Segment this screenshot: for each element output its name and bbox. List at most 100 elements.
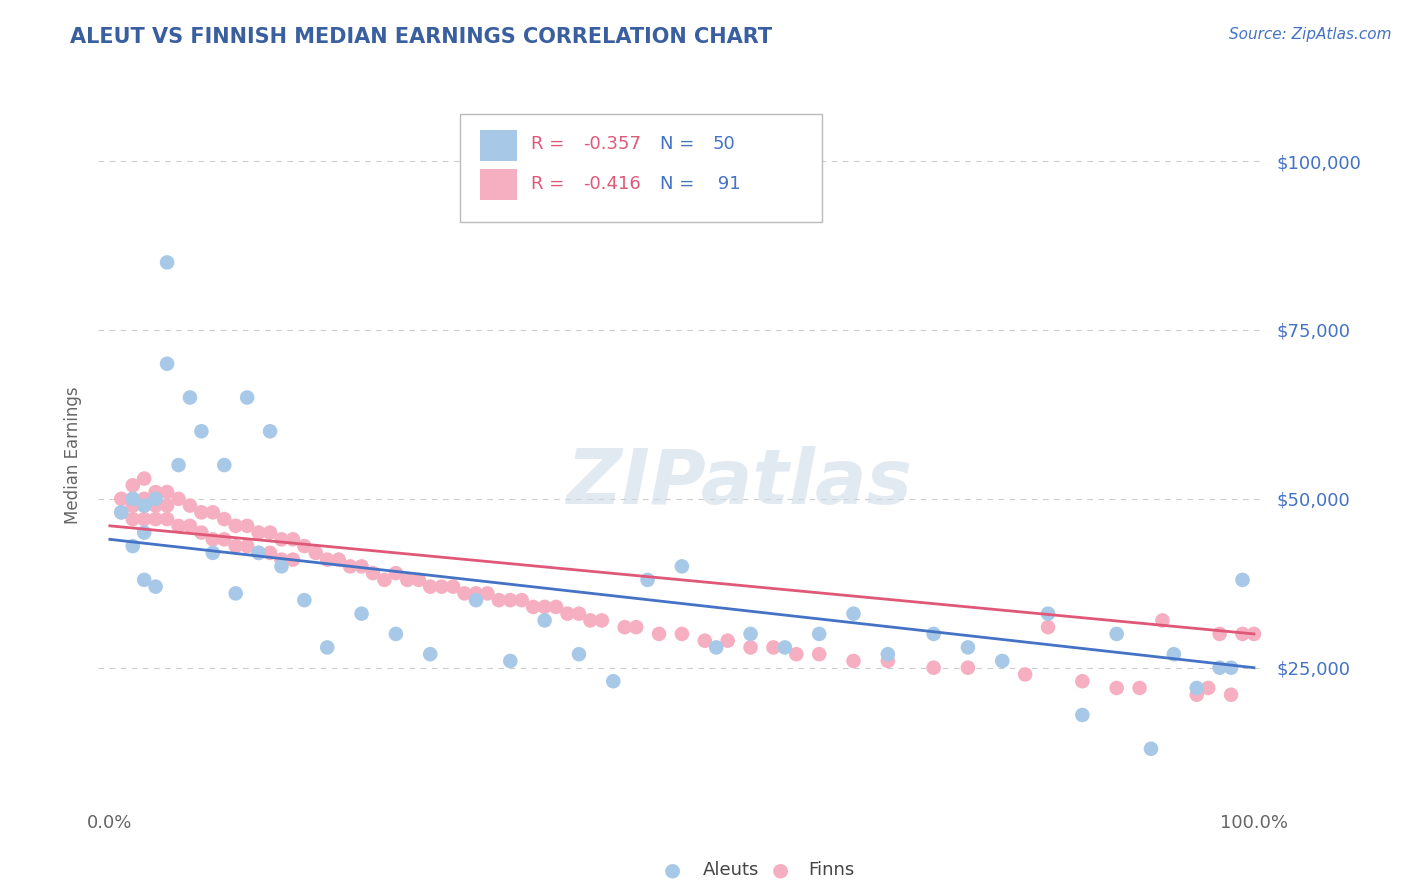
Point xyxy=(1152,614,1174,628)
Point xyxy=(922,627,945,641)
Point xyxy=(876,654,898,668)
Point xyxy=(167,519,190,533)
Point xyxy=(544,599,567,614)
Point xyxy=(214,458,236,472)
Point xyxy=(613,620,636,634)
Point xyxy=(121,539,143,553)
Point xyxy=(419,580,441,594)
Text: 91: 91 xyxy=(713,175,741,193)
Point xyxy=(236,519,259,533)
Point xyxy=(110,505,132,519)
Point xyxy=(247,546,270,560)
Point xyxy=(1140,741,1163,756)
Point xyxy=(156,485,179,500)
Point xyxy=(361,566,384,581)
Point xyxy=(121,478,143,492)
Point xyxy=(225,586,247,600)
Point xyxy=(190,505,212,519)
Point xyxy=(121,499,143,513)
Point xyxy=(259,424,281,438)
Point xyxy=(956,640,979,655)
Point xyxy=(167,458,190,472)
Point xyxy=(1105,681,1128,695)
Point xyxy=(717,633,740,648)
Point xyxy=(1071,674,1094,689)
Point xyxy=(145,580,167,594)
Point xyxy=(533,614,555,628)
Point xyxy=(110,491,132,506)
Point xyxy=(134,573,156,587)
Point xyxy=(785,647,807,661)
Point xyxy=(568,647,591,661)
Text: Aleuts: Aleuts xyxy=(703,861,759,879)
Point xyxy=(225,539,247,553)
Point xyxy=(602,674,624,689)
Text: Finns: Finns xyxy=(808,861,855,879)
Point xyxy=(419,647,441,661)
Point xyxy=(1220,661,1243,675)
Point xyxy=(1185,681,1208,695)
Point xyxy=(270,533,292,547)
Point xyxy=(281,552,304,566)
Bar xyxy=(479,130,517,161)
Point xyxy=(591,614,613,628)
Point xyxy=(1163,647,1185,661)
Text: 50: 50 xyxy=(713,135,735,153)
Bar xyxy=(479,169,517,200)
Point xyxy=(385,627,408,641)
Point xyxy=(1036,620,1059,634)
Point xyxy=(145,512,167,526)
Text: ●: ● xyxy=(772,860,789,880)
Point xyxy=(1220,688,1243,702)
Point xyxy=(499,593,522,607)
Point xyxy=(579,614,602,628)
Point xyxy=(156,512,179,526)
Point xyxy=(430,580,453,594)
Point xyxy=(956,661,979,675)
Text: ZIPatlas: ZIPatlas xyxy=(567,446,914,520)
Text: N =: N = xyxy=(659,175,700,193)
Point xyxy=(145,491,167,506)
Point xyxy=(557,607,579,621)
Point xyxy=(991,654,1014,668)
Point xyxy=(477,586,499,600)
Point xyxy=(121,512,143,526)
Point xyxy=(339,559,361,574)
Point xyxy=(121,491,143,506)
Point xyxy=(259,525,281,540)
Point xyxy=(201,505,224,519)
Point xyxy=(201,546,224,560)
Point xyxy=(305,546,328,560)
Point xyxy=(671,627,693,641)
Point xyxy=(1014,667,1036,681)
Point xyxy=(134,512,156,526)
Point xyxy=(510,593,533,607)
Point xyxy=(624,620,647,634)
Point xyxy=(236,539,259,553)
Point xyxy=(1208,627,1230,641)
Point xyxy=(740,627,762,641)
Point xyxy=(453,586,475,600)
Point xyxy=(156,357,179,371)
Point xyxy=(145,499,167,513)
Point xyxy=(156,499,179,513)
Point xyxy=(316,640,339,655)
Point xyxy=(465,593,488,607)
Point xyxy=(134,499,156,513)
Point xyxy=(190,525,212,540)
Point xyxy=(179,519,201,533)
Point xyxy=(259,546,281,560)
Point xyxy=(408,573,430,587)
Point xyxy=(842,607,865,621)
Point xyxy=(648,627,671,641)
Point xyxy=(350,607,373,621)
Point xyxy=(808,627,831,641)
Point xyxy=(270,552,292,566)
Point xyxy=(773,640,796,655)
Point xyxy=(1128,681,1150,695)
Point xyxy=(762,640,785,655)
Text: -0.357: -0.357 xyxy=(582,135,641,153)
Point xyxy=(281,533,304,547)
Point xyxy=(292,593,315,607)
Point xyxy=(110,505,132,519)
